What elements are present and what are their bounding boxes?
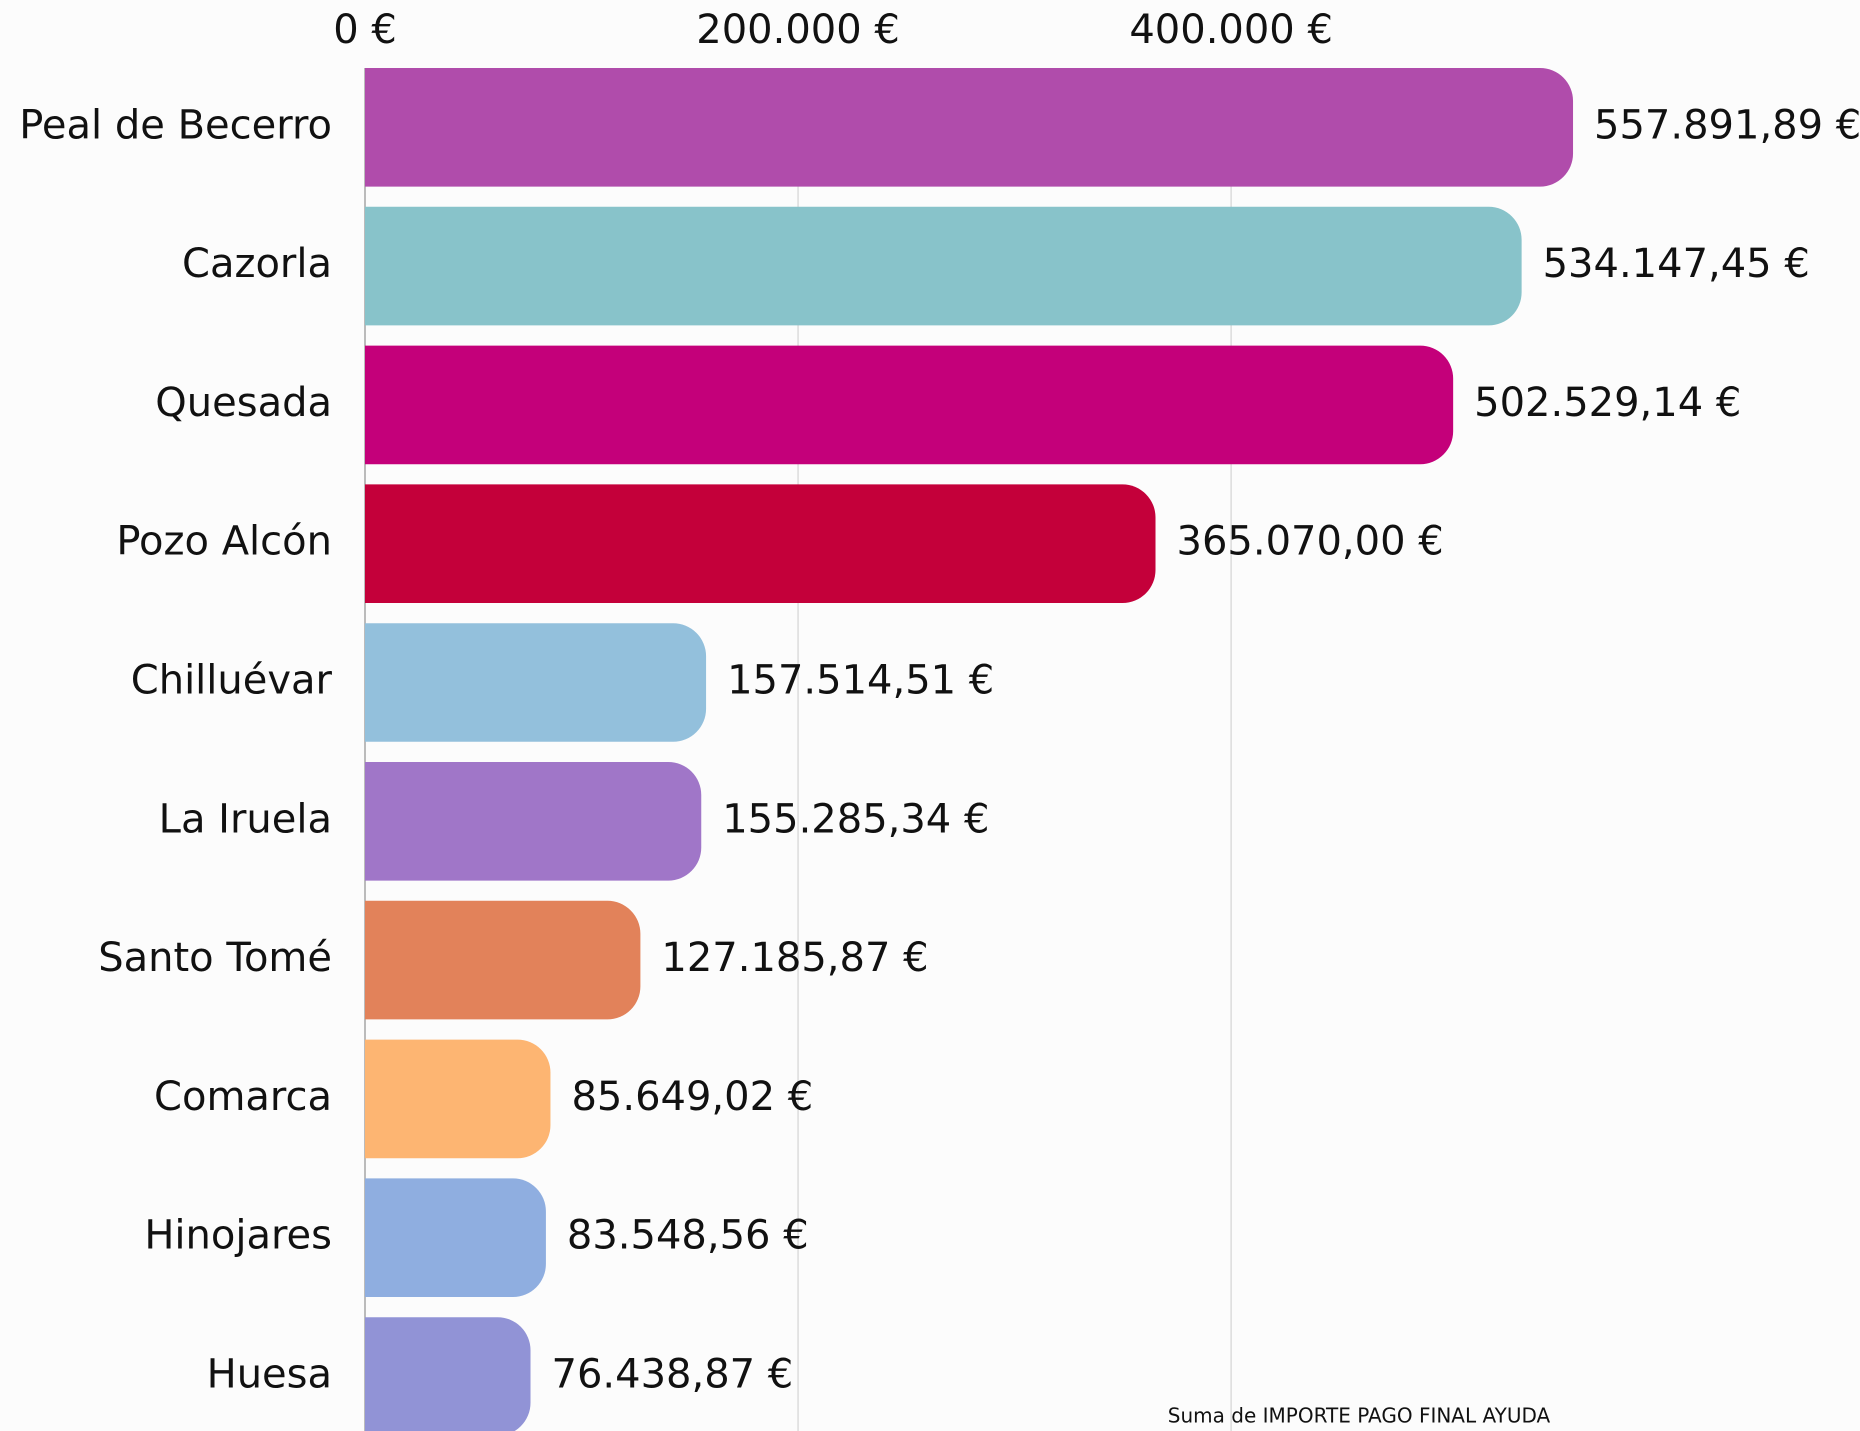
data-label: 365.070,00 € — [1177, 519, 1444, 565]
y-tick-label: Cazorla — [182, 241, 332, 287]
y-tick-label: Hinojares — [144, 1213, 332, 1259]
data-label: 76.438,87 € — [552, 1352, 794, 1398]
bar — [365, 206, 1522, 326]
data-label: 85.649,02 € — [571, 1074, 813, 1120]
y-tick-label: Quesada — [155, 380, 332, 426]
y-tick-label: Chilluévar — [131, 658, 333, 704]
bar — [365, 762, 702, 881]
bar — [365, 623, 707, 742]
y-tick-label: La Iruela — [159, 796, 332, 842]
y-tick-label: Huesa — [207, 1352, 332, 1398]
bar — [365, 68, 1574, 187]
x-axis-title: Suma de IMPORTE PAGO FINAL AYUDA — [1168, 1404, 1551, 1428]
bar — [365, 1178, 546, 1297]
bar — [365, 484, 1156, 603]
data-label: 157.514,51 € — [727, 658, 994, 704]
x-tick-label: 0 € — [333, 7, 397, 53]
data-label: 127.185,87 € — [661, 935, 928, 981]
data-label: 557.891,89 € — [1594, 102, 1860, 148]
y-tick-label: Peal de Becerro — [19, 102, 332, 148]
x-tick-label: 200.000 € — [696, 7, 900, 53]
bar — [365, 900, 641, 1020]
y-tick-label: Santo Tomé — [98, 935, 332, 981]
y-tick-label: Comarca — [154, 1074, 332, 1120]
data-label: 83.548,56 € — [567, 1213, 809, 1259]
data-label: 155.285,34 € — [722, 796, 989, 842]
bar — [365, 345, 1454, 465]
x-tick-label: 400.000 € — [1129, 7, 1333, 53]
data-label: 502.529,14 € — [1474, 380, 1741, 426]
bar — [365, 1039, 551, 1159]
y-tick-label: Pozo Alcón — [116, 519, 332, 565]
bar — [365, 1317, 531, 1431]
data-label: 534.147,45 € — [1543, 241, 1810, 287]
